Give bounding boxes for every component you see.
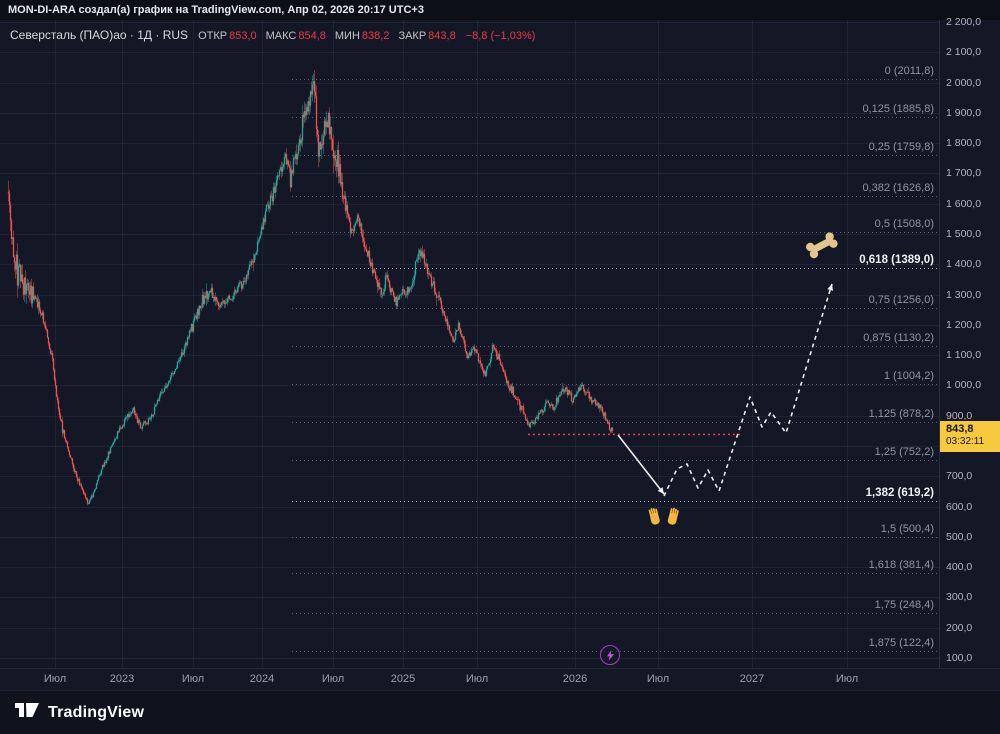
- change-value: −8,8 (−1,03%): [465, 30, 536, 42]
- lightning-marker-icon[interactable]: [600, 645, 620, 665]
- price-axis-label: 300,0: [946, 591, 973, 604]
- ohlc-field-мин: МИН 838,2: [334, 30, 390, 42]
- price-axis-label: 2 000,0: [946, 76, 982, 89]
- fib-level-label[interactable]: 0,25 (1759,8): [868, 141, 934, 154]
- fib-level-label[interactable]: 0,5 (1508,0): [874, 217, 934, 230]
- symbol-info-bar: Северсталь (ПАО)ао · 1Д · RUS ОТКР 853,0 М…: [10, 28, 535, 42]
- fib-level-label[interactable]: 1,75 (248,4): [874, 599, 934, 612]
- fib-level-label[interactable]: 0,125 (1885,8): [862, 103, 934, 116]
- bar-countdown: 03:32:11: [946, 436, 985, 448]
- fib-level-label[interactable]: 1,875 (122,4): [868, 637, 934, 650]
- time-axis-label: Июл: [465, 673, 489, 685]
- price-axis-label: 1 600,0: [946, 197, 982, 210]
- tradingview-brand[interactable]: TradingView: [48, 703, 145, 721]
- price-axis-label: 900,0: [946, 409, 973, 422]
- price-axis-label: 1 800,0: [946, 137, 982, 150]
- fib-level-label[interactable]: 1,382 (619,2): [865, 486, 934, 499]
- ohlc-field-откр: ОТКР 853,0: [198, 30, 257, 42]
- time-axis-label: 2026: [562, 673, 588, 685]
- fib-level-label[interactable]: 0 (2011,8): [884, 64, 934, 77]
- fib-level-label[interactable]: 0,382 (1626,8): [862, 181, 934, 194]
- fib-level-label[interactable]: 0,618 (1389,0): [859, 253, 934, 266]
- open-hands-icon[interactable]: [648, 506, 680, 534]
- price-axis-label: 1 300,0: [946, 288, 982, 301]
- time-axis-label: Июл: [835, 673, 859, 685]
- price-axis-label: 200,0: [946, 621, 973, 634]
- attribution-bar: MON-DI-ARA создал(а) график на TradingVi…: [0, 0, 1000, 20]
- time-axis-label: 2023: [109, 673, 135, 685]
- price-chart-canvas[interactable]: [0, 20, 1000, 668]
- fib-level-label[interactable]: 0,75 (1256,0): [868, 293, 934, 306]
- fib-labels-layer: 0 (2011,8) 0,125 (1885,8) 0,25 (1759,8) 0,3…: [0, 20, 1000, 668]
- bottom-toolbar: TradingView: [0, 690, 1000, 734]
- last-price-badge: 843,8 03:32:11: [940, 420, 1000, 452]
- fib-level-label[interactable]: 0,875 (1130,2): [863, 331, 934, 344]
- price-axis-label: 1 700,0: [946, 167, 982, 180]
- time-axis-label: 2027: [739, 673, 765, 685]
- price-axis-label: 600,0: [946, 500, 973, 513]
- symbol-title[interactable]: Северсталь (ПАО)ао · 1Д · RUS: [10, 28, 189, 42]
- price-axis-label: 1 900,0: [946, 106, 982, 119]
- price-axis-label: 1 000,0: [946, 379, 982, 392]
- time-axis-label: Июл: [181, 673, 205, 685]
- fib-level-label[interactable]: 1,125 (878,2): [868, 408, 934, 421]
- ohlc-field-макс: МАКС 854,8: [265, 30, 326, 42]
- last-price: 843,8: [946, 422, 974, 435]
- price-axis-label: 400,0: [946, 561, 973, 574]
- price-axis-label: 500,0: [946, 530, 973, 543]
- price-axis-label: 1 500,0: [946, 228, 982, 240]
- time-axis-label: Июл: [321, 673, 345, 685]
- bone-icon[interactable]: [802, 228, 845, 268]
- price-axis-label: 1 200,0: [946, 318, 982, 331]
- price-axis-label: 1 100,0: [946, 349, 982, 362]
- price-axis-label: 100,0: [946, 652, 973, 664]
- fib-level-label[interactable]: 1,25 (752,2): [874, 446, 934, 459]
- time-axis-label: Июл: [43, 673, 67, 685]
- fib-level-label[interactable]: 1,618 (381,4): [868, 558, 934, 571]
- ohlc-field-закр: ЗАКР 843,8: [398, 30, 456, 42]
- chart-area[interactable]: 0 (2011,8) 0,125 (1885,8) 0,25 (1759,8) 0,3…: [0, 16, 1000, 668]
- time-axis[interactable]: Июл 2023 Июл 2024 Июл 2025 Июл 2026 Июл 2027 Июл: [0, 668, 1000, 691]
- time-axis-label: 2025: [390, 673, 416, 685]
- ohlc-values: ОТКР 853,0 МАКС 854,8 МИН 838,2 ЗАКР 843,8: [198, 30, 456, 42]
- price-axis-label: 2 200,0: [946, 16, 982, 28]
- time-axis-label: Июл: [646, 673, 670, 685]
- tradingview-logo-icon[interactable]: [14, 699, 40, 726]
- fib-level-label[interactable]: 1,5 (500,4): [880, 522, 934, 535]
- price-axis-label: 700,0: [946, 470, 973, 483]
- fib-level-label[interactable]: 1 (1004,2): [883, 370, 934, 383]
- price-axis-label: 1 400,0: [946, 258, 982, 271]
- price-axis-label: 2 100,0: [946, 46, 982, 59]
- time-axis-label: 2024: [249, 673, 275, 685]
- price-axis[interactable]: 2 200,0 2 100,0 2 000,0 1 900,0 1 800,0 1 700…: [939, 16, 1000, 668]
